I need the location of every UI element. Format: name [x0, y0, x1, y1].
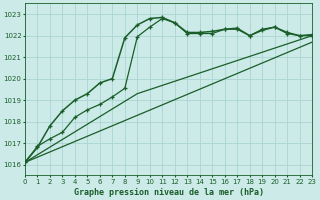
X-axis label: Graphe pression niveau de la mer (hPa): Graphe pression niveau de la mer (hPa)	[74, 188, 263, 197]
